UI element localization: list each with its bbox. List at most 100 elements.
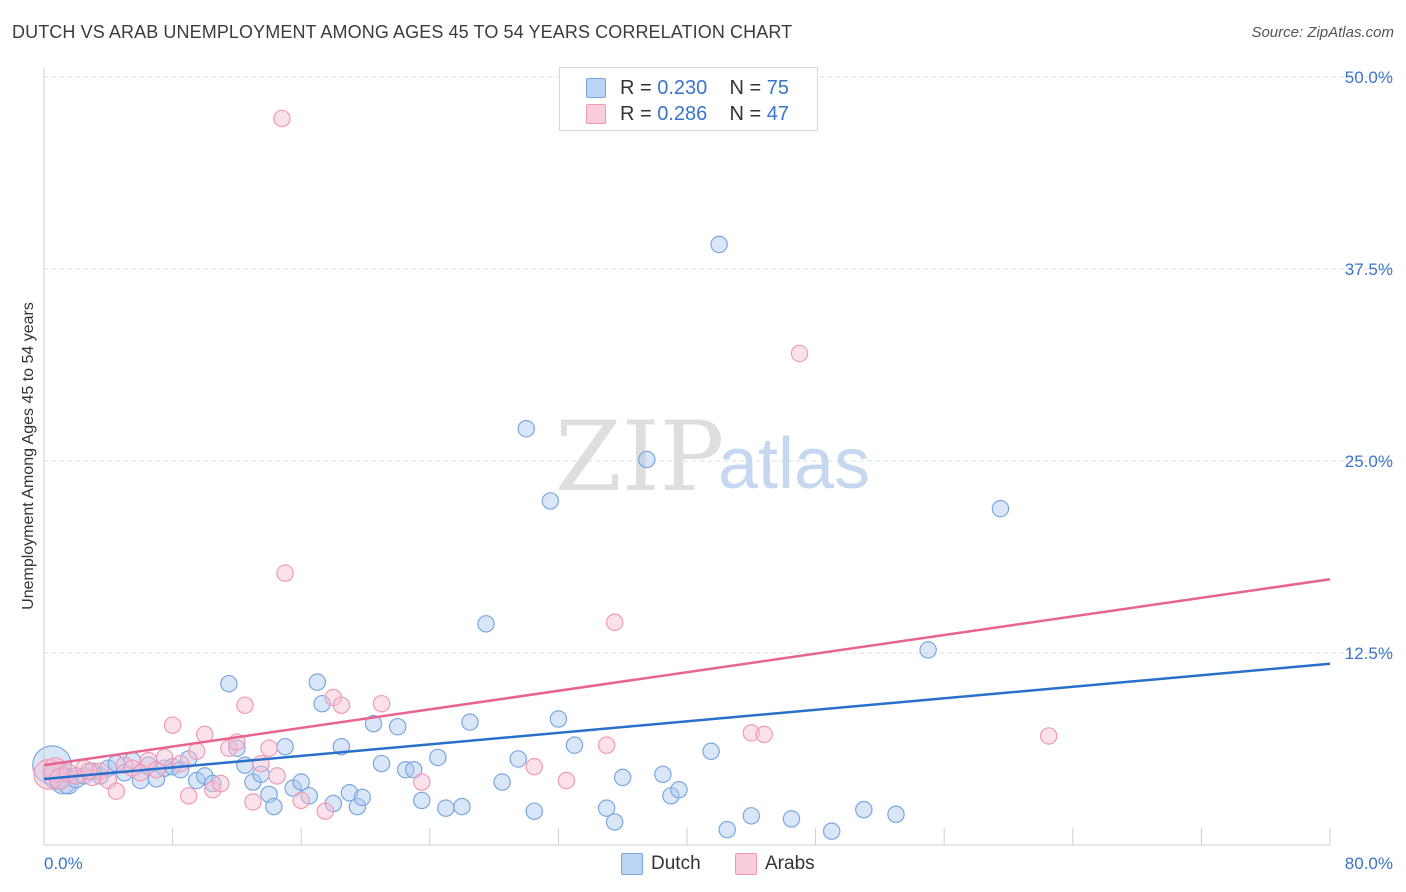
- point-dutch: [509, 750, 527, 768]
- trend-line-arabs: [43, 578, 1331, 767]
- point-arabs: [171, 754, 190, 773]
- point-dutch: [493, 773, 511, 791]
- point-dutch: [613, 768, 632, 787]
- point-dutch: [313, 694, 331, 713]
- point-dutch: [638, 450, 656, 469]
- series-label-dutch: Dutch: [651, 853, 701, 874]
- gridlines: [44, 76, 1392, 654]
- point-dutch: [429, 748, 447, 767]
- legend-swatch-arabs: [586, 104, 606, 124]
- point-dutch: [782, 810, 801, 828]
- point-dutch: [718, 820, 736, 839]
- point-arabs: [605, 613, 624, 632]
- point-dutch: [991, 499, 1010, 518]
- tick-labels: 12.5% 25.0% 37.5% 50.0% 0.0% 80.0%: [44, 68, 1393, 873]
- point-dutch: [461, 713, 479, 731]
- point-dutch: [597, 799, 616, 817]
- point-dutch: [340, 784, 359, 802]
- legend-r-value: 0.286: [657, 103, 708, 125]
- watermark: ZIP atlas: [555, 401, 870, 513]
- point-dutch: [220, 674, 238, 693]
- point-arabs: [372, 694, 391, 713]
- legend-n-label: N =: [729, 103, 762, 125]
- axes: [43, 68, 1331, 846]
- legend-r-label: R =: [620, 103, 652, 125]
- y-tick-label: 37.5%: [1345, 260, 1393, 279]
- point-dutch: [413, 791, 431, 810]
- point-arabs: [163, 716, 182, 734]
- point-arabs: [755, 725, 773, 744]
- point-dutch: [300, 787, 318, 805]
- point-arabs: [212, 774, 230, 793]
- legend-swatch-dutch: [586, 78, 606, 98]
- series-swatch-dutch: [621, 853, 643, 875]
- watermark-atlas: atlas: [718, 424, 870, 504]
- point-arabs: [316, 802, 335, 820]
- point-dutch: [565, 736, 584, 754]
- legend-stats-dutch: R = 0.230 N = 75: [620, 77, 789, 100]
- legend-n-label: N =: [729, 77, 762, 99]
- point-arabs: [155, 748, 174, 767]
- point-dutch: [388, 717, 407, 736]
- point-arabs: [292, 791, 310, 810]
- point-arabs: [742, 724, 761, 742]
- point-dutch: [265, 797, 283, 816]
- data-points: [32, 109, 1058, 840]
- point-arabs: [187, 742, 206, 761]
- point-dutch: [525, 802, 544, 820]
- point-arabs: [1039, 727, 1058, 745]
- point-arabs: [557, 771, 576, 790]
- point-arabs: [107, 782, 126, 800]
- point-dutch: [404, 760, 423, 779]
- y-tick-label: 12.5%: [1345, 644, 1393, 663]
- point-arabs: [413, 773, 431, 791]
- point-dutch: [549, 710, 568, 728]
- point-dutch: [887, 805, 905, 824]
- point-arabs: [268, 767, 286, 785]
- x-tick-label-max: 80.0%: [1345, 854, 1393, 873]
- point-dutch: [453, 797, 471, 816]
- point-dutch: [364, 714, 383, 733]
- point-dutch: [670, 780, 688, 799]
- series-swatch-arabs: [735, 853, 757, 875]
- point-dutch: [822, 822, 841, 840]
- point-arabs: [80, 762, 98, 781]
- point-dutch: [372, 754, 391, 773]
- point-dutch: [517, 419, 535, 438]
- point-dutch: [605, 813, 624, 831]
- point-dutch: [710, 235, 728, 254]
- point-arabs: [273, 109, 291, 128]
- point-dutch: [353, 788, 372, 807]
- y-tick-label: 50.0%: [1345, 68, 1393, 87]
- trend-line-dutch: [43, 662, 1331, 781]
- point-arabs: [597, 736, 616, 754]
- point-dutch: [348, 797, 367, 816]
- y-axis-label: Unemployment Among Ages 45 to 54 years: [20, 302, 37, 610]
- y-tick-label: 25.0%: [1345, 452, 1393, 471]
- point-dutch: [276, 737, 294, 756]
- stats-legend: R = 0.230 N = 75 R = 0.286 N = 47: [559, 67, 818, 131]
- legend-r-label: R =: [620, 77, 652, 99]
- legend-stats-arabs: R = 0.286 N = 47: [620, 103, 789, 126]
- trend-lines: [43, 578, 1331, 781]
- point-dutch: [855, 800, 873, 819]
- point-dutch: [292, 773, 310, 791]
- point-dutch: [654, 765, 672, 784]
- point-arabs: [260, 739, 278, 757]
- series-label-arabs: Arabs: [765, 853, 815, 874]
- legend-n-value: 47: [766, 103, 790, 125]
- point-dutch: [437, 799, 455, 817]
- point-dutch: [308, 673, 327, 691]
- legend-n-value: 75: [766, 77, 790, 99]
- point-dutch: [742, 807, 761, 825]
- point-arabs: [790, 344, 809, 363]
- x-tick-label-min: 0.0%: [44, 854, 83, 873]
- point-arabs: [179, 787, 198, 805]
- chart-source: Source: ZipAtlas.com: [1251, 24, 1394, 41]
- point-arabs: [276, 564, 294, 582]
- point-dutch: [702, 742, 720, 761]
- point-dutch: [919, 641, 937, 659]
- point-arabs: [236, 696, 254, 714]
- chart-title: DUTCH VS ARAB UNEMPLOYMENT AMONG AGES 45…: [12, 22, 793, 42]
- point-dutch: [477, 615, 495, 633]
